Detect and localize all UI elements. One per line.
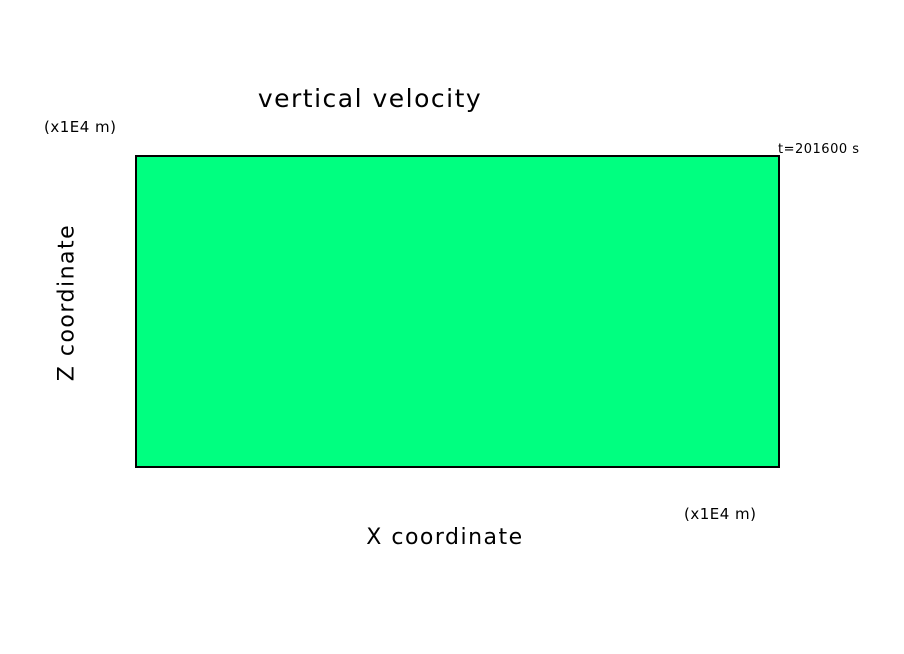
- page-title: vertical velocity: [257, 84, 483, 113]
- x-axis-label: X coordinate: [366, 525, 524, 550]
- contour-plot-area: [135, 155, 780, 468]
- contour-field: [137, 157, 778, 466]
- y-axis-label: Z coordinate: [54, 223, 80, 382]
- y-axis-units: (x1E4 m): [44, 118, 117, 136]
- colorbar: [781, 244, 805, 466]
- time-annotation: t=201600 s: [778, 142, 860, 157]
- x-axis-units: (x1E4 m): [684, 505, 757, 523]
- colorbar-under-arrow: [781, 465, 805, 517]
- colorbar-over-arrow: [781, 202, 805, 245]
